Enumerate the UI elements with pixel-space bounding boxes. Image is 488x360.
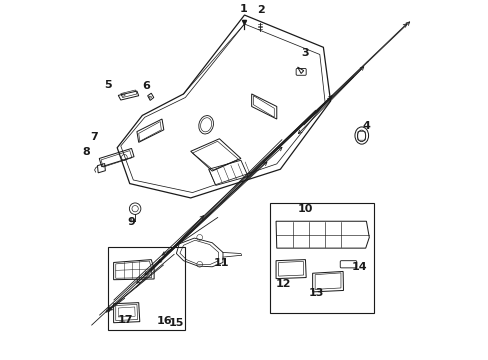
Text: 10: 10	[297, 204, 312, 214]
Text: 17: 17	[118, 315, 133, 325]
Text: 16: 16	[157, 316, 172, 325]
Text: 8: 8	[82, 147, 90, 157]
Text: 11: 11	[213, 258, 228, 268]
Text: 12: 12	[275, 279, 290, 289]
Bar	[269, 203, 373, 313]
Text: 5: 5	[104, 80, 112, 90]
Text: 14: 14	[351, 262, 366, 272]
Text: 1: 1	[239, 4, 246, 14]
Text: 15: 15	[168, 318, 183, 328]
Text: 3: 3	[301, 48, 308, 58]
Text: 13: 13	[308, 288, 323, 298]
Bar	[107, 247, 184, 329]
Text: 9: 9	[127, 217, 135, 227]
Text: 6: 6	[142, 81, 149, 91]
Text: 4: 4	[362, 121, 369, 131]
Text: 2: 2	[256, 5, 264, 15]
Text: 7: 7	[91, 132, 98, 142]
